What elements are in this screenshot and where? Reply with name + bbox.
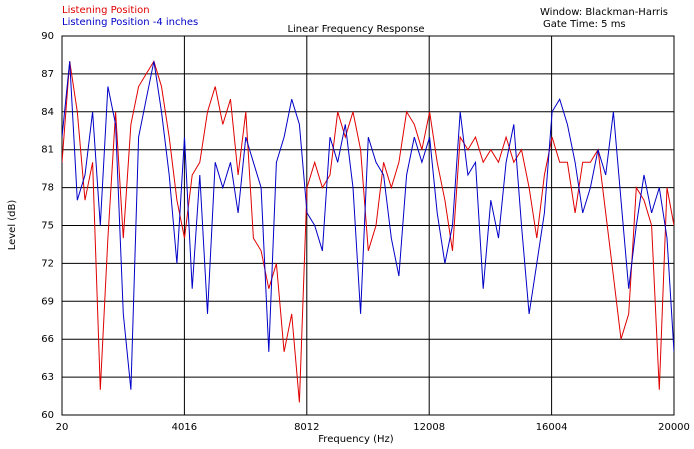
y-tick-label: 66 (41, 334, 54, 345)
annotation: Window: Blackman-Harris (540, 7, 668, 18)
line-series (62, 61, 674, 390)
y-tick-label: 81 (41, 145, 54, 156)
y-tick-label: 63 (41, 372, 54, 383)
y-tick-label: 84 (41, 107, 54, 118)
legend-entry: Listening Position -4 inches (62, 17, 198, 28)
x-tick-label: 12008 (413, 422, 445, 433)
line-series (62, 60, 674, 403)
y-tick-label: 72 (41, 258, 54, 269)
x-tick-label: 20000 (658, 422, 690, 433)
y-tick-label: 78 (41, 183, 54, 194)
y-tick-label: 87 (41, 69, 54, 80)
x-tick-label: 8012 (294, 422, 319, 433)
x-axis-label: Frequency (Hz) (318, 434, 394, 445)
y-axis-label: Level (dB) (7, 200, 18, 251)
annotation: Gate Time: 5 ms (543, 19, 626, 30)
y-tick-label: 60 (41, 410, 54, 421)
legend-entry: Listening Position (62, 5, 150, 16)
y-tick-label: 90 (41, 31, 54, 42)
x-tick-label: 20 (56, 422, 69, 433)
chart-title: Linear Frequency Response (287, 24, 424, 35)
y-tick-label: 75 (41, 221, 54, 232)
x-tick-label: 4016 (172, 422, 197, 433)
y-tick-label: 69 (41, 296, 54, 307)
x-tick-label: 16004 (536, 422, 568, 433)
